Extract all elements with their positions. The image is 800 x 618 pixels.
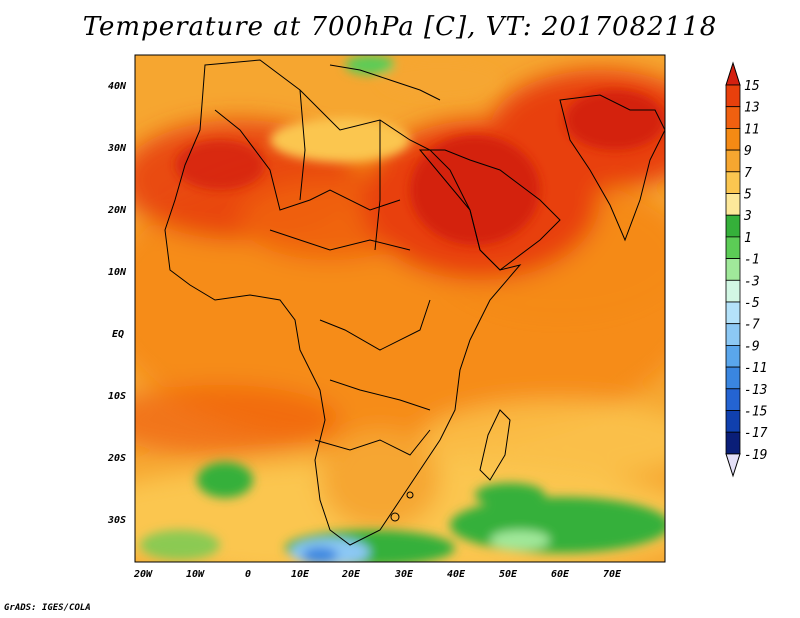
lat-tick-label: EQ — [112, 329, 124, 340]
latitude-axis: 40N 30N 20N 10N EQ 10S 20S 30S — [107, 81, 127, 526]
grads-credit: GrADS: IGES/COLA — [4, 603, 91, 613]
colorbar-label: -11 — [744, 361, 767, 376]
lat-tick-label: 30N — [107, 143, 127, 154]
lat-tick-label: 40N — [108, 81, 127, 92]
colorbar-swatch — [725, 344, 741, 368]
colorbar-label: 5 — [744, 188, 752, 203]
colorbar-bottom-arrow — [725, 453, 741, 478]
colorbar-label: -7 — [744, 318, 760, 333]
colorbar-label: 3 — [743, 209, 752, 224]
colorbar-label: 7 — [744, 166, 752, 181]
lon-tick-label: 50E — [499, 569, 518, 580]
colorbar-top-arrow — [725, 61, 741, 86]
colorbar-label: -19 — [744, 448, 767, 463]
colorbar-label: -5 — [744, 296, 760, 311]
longitude-axis: 20W 10W 0 10E 20E 30E 40E 50E 60E 70E — [133, 569, 622, 580]
colorbar-label: -13 — [744, 383, 767, 398]
colorbar-label: 11 — [744, 122, 760, 137]
lon-tick-label: 40E — [447, 569, 466, 580]
colorbar-swatch — [725, 149, 741, 173]
lat-tick-label: 20S — [107, 453, 126, 464]
colorbar-label: -1 — [744, 253, 760, 268]
coastlines — [164, 59, 665, 546]
lon-tick-label: 0 — [245, 569, 251, 580]
temperature-field — [135, 55, 665, 562]
colorbar-swatch — [725, 214, 741, 238]
lon-tick-label: 10E — [291, 569, 310, 580]
colorbar-label: -9 — [744, 339, 760, 354]
colorbar-swatch — [725, 323, 741, 346]
colorbar-label: 1 — [744, 231, 752, 246]
lon-tick-label: 20W — [133, 569, 153, 580]
colorbar-label: -15 — [744, 405, 768, 420]
lon-tick-label: 60E — [551, 569, 570, 580]
lon-tick-label: 70E — [603, 569, 622, 580]
colorbar-label: -17 — [744, 426, 768, 441]
lon-tick-label: 30E — [394, 569, 414, 580]
colorbar-swatch — [725, 410, 741, 433]
colorbar-label: 15 — [744, 79, 760, 94]
lon-tick-label: 10W — [186, 569, 205, 580]
colorbar-swatch — [725, 236, 741, 259]
colorbar-swatch — [725, 431, 741, 455]
colorbar-swatch — [725, 366, 741, 390]
colorbar-swatch — [725, 279, 741, 303]
lat-tick-label: 10N — [108, 267, 127, 278]
colorbar-swatch — [725, 193, 741, 216]
colorbar-label: -3 — [744, 274, 760, 289]
colorbar-swatch — [725, 258, 741, 281]
colorbar-swatch — [725, 106, 741, 129]
lat-tick-label: 30S — [107, 515, 126, 526]
lon-tick-label: 20E — [341, 569, 361, 580]
plot-frame — [134, 54, 666, 563]
lat-tick-label: 10S — [108, 391, 126, 402]
colorbar-swatch — [725, 84, 741, 108]
colorbar-swatch — [725, 171, 741, 194]
colorbar-swatch — [725, 127, 741, 151]
colorbar-swatch — [725, 388, 741, 411]
colorbar-swatch — [725, 301, 741, 325]
map-title: Temperature at 700hPa [C], VT: 201708211… — [82, 12, 718, 42]
lat-tick-label: 20N — [107, 205, 127, 216]
colorbar-label: 13 — [744, 101, 760, 116]
colorbar-label: 9 — [744, 144, 752, 159]
colorbar: 15 13 11 9 7 5 3 1 -1 -3 -5 -7 -9 -11 -13 -15 -17 -19 — [725, 61, 768, 478]
